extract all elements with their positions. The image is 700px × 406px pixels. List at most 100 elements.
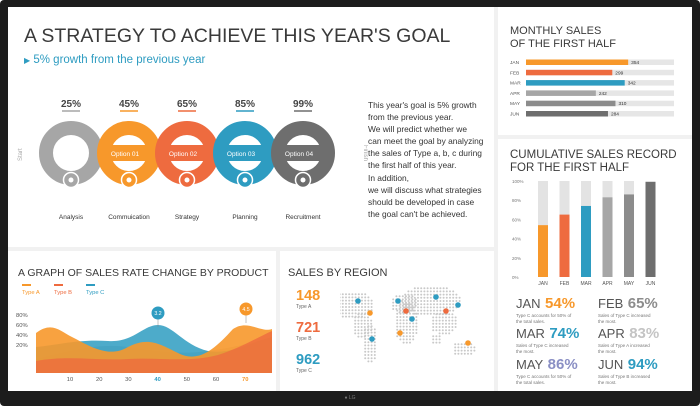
kpi-description: Sales of Type C increased the most.: [516, 343, 569, 354]
finish-label: Finish: [362, 145, 368, 161]
map-dot: [433, 287, 435, 290]
map-dot: [364, 331, 367, 334]
map-dot: [445, 316, 447, 319]
description-line: We will predict whether we: [368, 124, 467, 135]
map-dot: [351, 315, 354, 318]
map-dot: [439, 309, 442, 312]
map-dot: [410, 293, 413, 296]
subtitle: ▶ 5% growth from the previous year: [24, 54, 205, 66]
kpi-feb: FEB 65% Sales of Type C increased the mos…: [598, 295, 658, 324]
map-dot: [361, 306, 363, 308]
map-dot: [423, 303, 426, 306]
map-dot: [367, 360, 370, 363]
map-dot: [410, 300, 413, 302]
map-dot: [409, 338, 411, 341]
y-tick-label: 40%: [16, 333, 28, 339]
x-tick-label: JUN: [646, 281, 656, 287]
map-dot: [345, 315, 347, 318]
pin-label: 4.5: [242, 307, 249, 313]
bar-fill: [526, 59, 629, 65]
map-dot: [417, 306, 419, 309]
map-dot: [341, 312, 344, 315]
monitor-logo: ● LG: [344, 395, 356, 401]
strategy-diagram: Start Finish 25% Analysis Option 01 45% Commui…: [18, 99, 368, 221]
map-dot: [454, 349, 457, 352]
kpi-value: 54%: [545, 295, 576, 312]
map-dot: [345, 293, 347, 296]
map-dot: [405, 319, 408, 322]
map-dot: [348, 296, 351, 299]
map-dot: [449, 309, 451, 312]
map-dot: [436, 309, 439, 312]
region-stat-type: Type A: [296, 304, 312, 310]
map-dot: [454, 343, 457, 346]
bar-fill: [526, 111, 608, 117]
cumulative-title-line2: FOR THE FIRST HALF: [510, 162, 630, 174]
map-dot: [402, 316, 405, 318]
map-dot: [448, 329, 451, 332]
x-tick-label: 50: [184, 377, 190, 383]
map-dot: [436, 300, 439, 302]
map-dot: [402, 338, 405, 341]
map-dot: [399, 319, 402, 322]
map-dot: [367, 302, 370, 305]
region-stat-type: Type C: [296, 368, 312, 374]
region-stat-value: 148: [296, 288, 321, 304]
map-dot: [357, 293, 360, 296]
map-dot: [357, 313, 360, 316]
map-dot: [367, 354, 370, 356]
map-dot: [445, 326, 447, 328]
map-dot: [414, 304, 417, 307]
map-dot: [439, 293, 442, 296]
map-dot: [449, 303, 451, 306]
map-dot: [438, 341, 441, 344]
map-dot: [367, 325, 370, 328]
strategy-panel: A STRATEGY TO ACHIEVE THIS YEAR'S GOAL ▶…: [8, 7, 494, 247]
map-dot: [340, 309, 341, 312]
x-tick-label: MAY: [624, 281, 635, 287]
map-dot: [348, 293, 351, 296]
map-dot: [407, 306, 410, 309]
map-dot: [396, 312, 399, 315]
kpi-description: Type C accounts for 50% of the total sal…: [516, 313, 572, 324]
map-dot: [442, 303, 445, 306]
map-dot: [360, 322, 363, 325]
map-dot: [340, 296, 341, 299]
map-dot: [364, 354, 367, 356]
kpi-description: Sales of Type B increased the most.: [598, 374, 651, 385]
bar-value: 284: [611, 112, 619, 118]
map-dot: [415, 319, 418, 322]
map-dot: [420, 312, 423, 315]
map-dot: [405, 306, 408, 309]
map-dot: [351, 309, 354, 312]
description-line: the goal can't be achieved.: [368, 208, 468, 219]
map-dot: [451, 322, 454, 325]
map-dot: [405, 341, 408, 344]
map-dot: [341, 315, 344, 318]
map-dot: [360, 326, 363, 328]
region-title: SALES BY REGION: [288, 267, 388, 279]
map-dot: [373, 331, 376, 334]
map-dot: [373, 354, 376, 356]
map-dot: [411, 304, 414, 307]
map-dot: [420, 293, 423, 296]
map-dot: [457, 352, 460, 355]
map-dot: [460, 343, 463, 346]
map-dot: [367, 296, 370, 299]
map-dot: [409, 335, 411, 338]
map-dot: [405, 325, 408, 328]
map-dot: [411, 308, 414, 310]
map-dot: [367, 299, 370, 302]
map-dot: [441, 322, 444, 325]
map-dot: [360, 329, 363, 332]
map-dot: [412, 325, 415, 328]
map-dot: [367, 322, 369, 325]
kpi-month: FEB: [598, 296, 624, 311]
map-dot: [415, 328, 418, 331]
map-dot: [435, 329, 438, 332]
map-dot: [449, 300, 451, 302]
map-dot: [429, 306, 432, 309]
map-dot: [426, 309, 429, 312]
map-pin-icon: [455, 302, 461, 308]
map-dot: [467, 349, 469, 352]
